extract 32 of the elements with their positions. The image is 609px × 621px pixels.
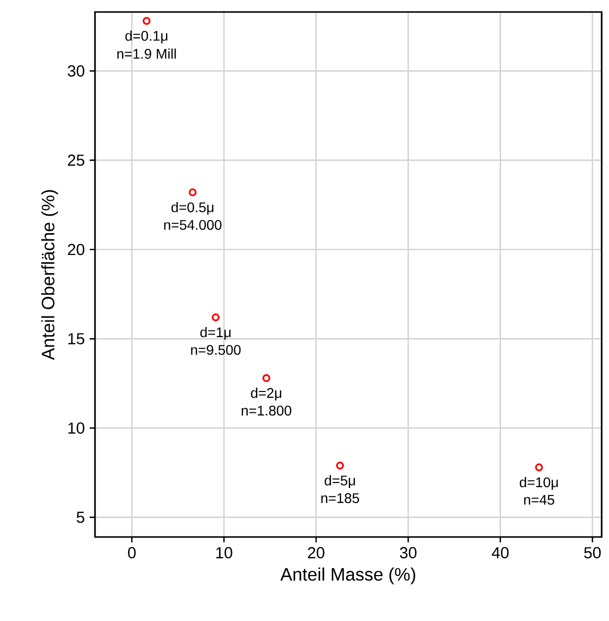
annotation: d=0.1μ bbox=[125, 30, 168, 44]
x-tick-label: 50 bbox=[584, 547, 601, 558]
y-tick-label: 30 bbox=[68, 65, 84, 77]
y-tick-label: 20 bbox=[68, 244, 84, 256]
x-tick-label: 10 bbox=[216, 547, 232, 558]
point bbox=[336, 462, 344, 470]
y-axis-title: Anteil Oberfläche (%) bbox=[41, 190, 58, 360]
annotation: n=185 bbox=[321, 493, 360, 504]
x-tick-label: 30 bbox=[400, 547, 416, 558]
annotation: n=1.9 Mill bbox=[117, 48, 176, 59]
annotation: d=2μ bbox=[251, 388, 282, 400]
point bbox=[188, 188, 197, 196]
annotation: n=45 bbox=[524, 494, 554, 505]
point bbox=[212, 313, 220, 322]
annotation: n=1.800 bbox=[242, 406, 292, 416]
x-tick-label: 40 bbox=[492, 547, 509, 558]
point bbox=[262, 374, 270, 382]
point bbox=[535, 463, 543, 472]
annotation: d=10μ bbox=[520, 476, 558, 490]
x-axis-title: Anteil Masse (%) bbox=[280, 568, 416, 584]
annotation: n=54.000 bbox=[164, 220, 222, 230]
annotation: n=9.500 bbox=[191, 344, 241, 355]
y-tick-label: 10 bbox=[68, 422, 84, 434]
y-tick-label: 25 bbox=[68, 154, 84, 166]
x-tick-label: 0 bbox=[128, 547, 136, 558]
y-tick-label: 5 bbox=[76, 512, 84, 523]
point bbox=[142, 16, 151, 25]
annotation: d=5μ bbox=[324, 475, 355, 488]
y-tick-label: 15 bbox=[68, 333, 84, 344]
annotation: d=0.5μ bbox=[171, 202, 214, 215]
x-tick-label: 20 bbox=[308, 547, 324, 558]
annotation: d=1μ bbox=[200, 326, 231, 340]
